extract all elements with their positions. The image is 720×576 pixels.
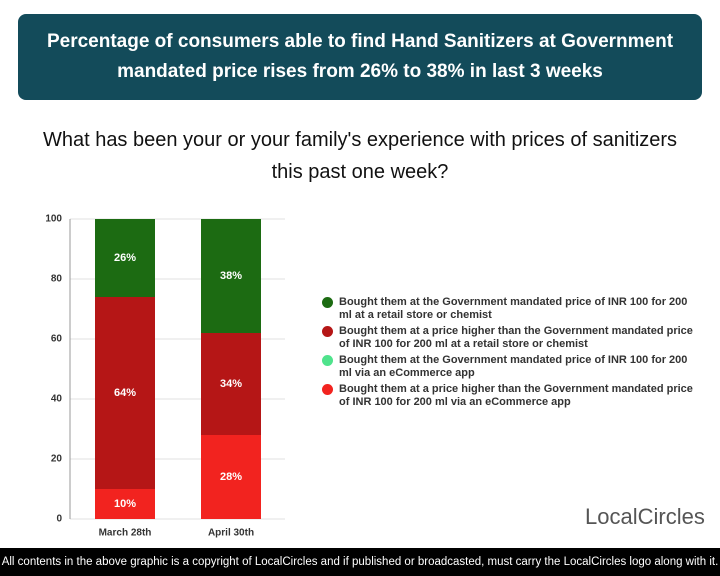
data-label: 10%: [114, 498, 136, 510]
y-tick-label: 100: [45, 214, 62, 225]
y-tick-label: 80: [51, 274, 63, 285]
legend-marker: [322, 355, 333, 366]
logo: LocalCircles: [585, 504, 705, 529]
bar-segment: [95, 297, 155, 489]
legend-marker: [322, 326, 333, 337]
legend-item: Bought them at a price higher than the G…: [322, 325, 702, 351]
chart-title: What has been your or your family's expe…: [42, 129, 678, 183]
data-label: 38%: [220, 270, 242, 282]
legend-marker: [322, 297, 333, 308]
bar-segment: [95, 489, 155, 519]
bar-segment: [201, 333, 261, 435]
legend-item: Bought them at the Government mandated p…: [322, 354, 702, 380]
legend-label: Bought them at the Government mandated p…: [339, 296, 688, 321]
y-tick-label: 40: [51, 394, 63, 405]
y-tick-label: 20: [51, 454, 63, 465]
legend-label: Bought them at a price higher than the G…: [339, 325, 693, 350]
legend: Bought them at the Government mandated p…: [322, 296, 702, 412]
bar-segment: [95, 219, 155, 297]
data-label: 64%: [114, 387, 136, 399]
legend-label: Bought them at a price higher than the G…: [339, 383, 693, 408]
data-label: 26%: [114, 252, 136, 264]
data-label: 34%: [220, 378, 242, 390]
x-tick-label: April 30th: [208, 528, 254, 539]
header-title: Percentage of consumers able to find Han…: [18, 14, 702, 100]
legend-item: Bought them at the Government mandated p…: [322, 296, 702, 322]
bar-segment: [201, 435, 261, 519]
data-label: 28%: [220, 471, 242, 483]
legend-label: Bought them at the Government mandated p…: [339, 354, 688, 379]
y-tick-label: 60: [51, 334, 63, 345]
x-tick-label: March 28th: [99, 528, 152, 539]
bar-segment: [201, 219, 261, 333]
footer: All contents in the above graphic is a c…: [0, 548, 720, 576]
legend-marker: [322, 384, 333, 395]
legend-item: Bought them at a price higher than the G…: [322, 383, 702, 409]
y-tick-label: 0: [56, 514, 62, 525]
